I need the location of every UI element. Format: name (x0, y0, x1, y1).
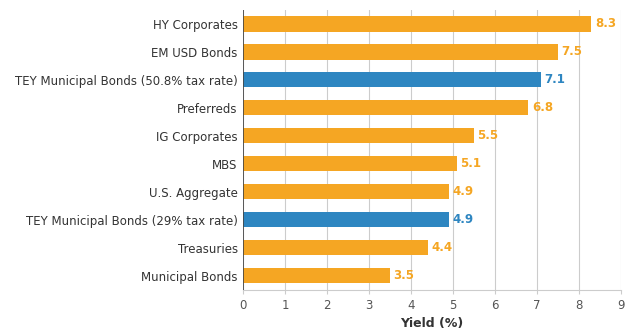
Bar (243, 268, 390, 283)
Text: 5.5: 5.5 (477, 129, 499, 142)
Text: 8.3: 8.3 (595, 17, 616, 30)
Text: 3.5: 3.5 (394, 269, 415, 282)
Bar (243, 16, 591, 32)
Bar (243, 184, 449, 199)
Text: 6.8: 6.8 (532, 101, 553, 114)
Bar (243, 128, 474, 143)
Text: 4.9: 4.9 (452, 213, 473, 226)
Bar (243, 240, 428, 255)
X-axis label: Yield (%): Yield (%) (401, 317, 463, 329)
Bar (243, 100, 529, 115)
Text: 5.1: 5.1 (461, 157, 481, 170)
Bar (243, 72, 541, 88)
Text: 7.5: 7.5 (561, 45, 582, 58)
Bar (243, 44, 558, 60)
Bar (243, 212, 449, 227)
Bar (243, 156, 457, 171)
Text: 4.4: 4.4 (431, 241, 452, 254)
Text: 4.9: 4.9 (452, 185, 473, 198)
Text: 7.1: 7.1 (545, 73, 565, 86)
